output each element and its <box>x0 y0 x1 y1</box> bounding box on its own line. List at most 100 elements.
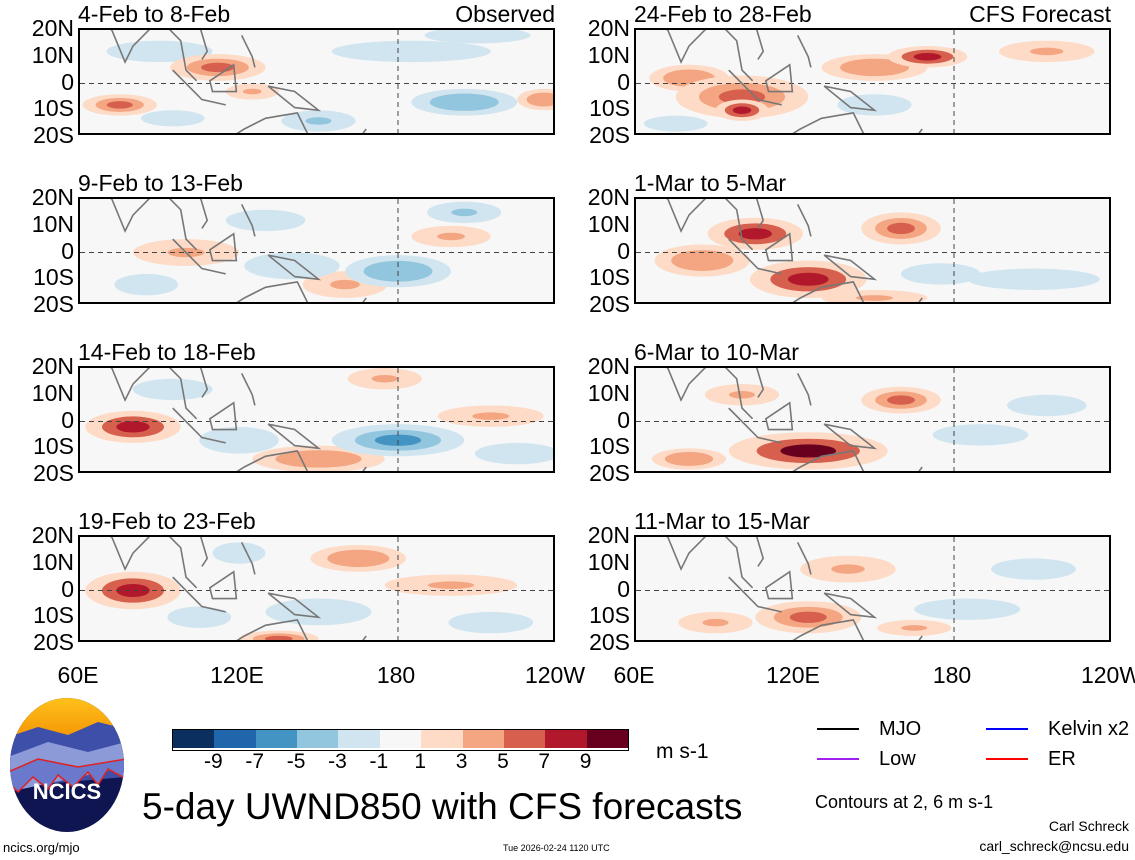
lat-label: 20N <box>31 353 74 379</box>
anomaly-blob <box>140 47 179 56</box>
legend-label: ER <box>1048 748 1076 770</box>
lat-label: 10S <box>589 264 630 291</box>
lat-label: 0 <box>617 68 630 95</box>
anomaly-blob <box>472 412 510 420</box>
anomaly-blob <box>371 374 398 383</box>
lat-label: 10S <box>589 602 630 629</box>
lat-label: 0 <box>617 575 630 602</box>
anomaly-blob <box>295 454 342 464</box>
colorbar-label: 1 <box>414 750 427 773</box>
panel-tag: Observed <box>455 1 555 27</box>
anomaly-blob <box>502 449 533 458</box>
anomaly-blob <box>861 101 888 109</box>
anomaly-blob <box>787 272 829 286</box>
coastline <box>666 30 923 133</box>
lat-label: 10N <box>587 379 630 406</box>
lat-label: 10S <box>33 602 74 629</box>
anomaly-blob <box>855 62 894 73</box>
lat-label: 10S <box>33 264 74 291</box>
coastline <box>110 537 367 640</box>
anomaly-blob <box>158 385 187 394</box>
legend-label: Low <box>879 748 916 770</box>
anomaly-map <box>634 197 1111 304</box>
colorbar-label: 9 <box>579 750 592 773</box>
lat-label: 20N <box>587 353 630 379</box>
lat-label: 10N <box>587 548 630 575</box>
anomaly-blob <box>738 228 772 240</box>
lat-label: 10N <box>587 41 630 68</box>
colorbar-swatch <box>173 730 216 748</box>
anomaly-blob <box>1030 47 1064 56</box>
timestamp: Tue 2026-02-24 1120 UTC <box>503 843 610 853</box>
legend-label: MJO <box>879 718 922 740</box>
panel-title: 14-Feb to 18-Feb <box>78 339 256 365</box>
lat-label: 20S <box>33 291 74 317</box>
author-email[interactable]: carl_schreck@ncsu.edu <box>979 838 1129 854</box>
colorbar-swatch <box>503 730 547 748</box>
anomaly-blob <box>242 88 262 95</box>
colorbar-swatch <box>255 730 299 748</box>
anomaly-map <box>78 535 555 642</box>
lon-label: 60E <box>57 662 99 688</box>
panel-title: 1-Mar to 5-Mar <box>634 170 787 196</box>
legend-line <box>986 728 1028 730</box>
anomaly-blob <box>135 280 158 289</box>
source-url[interactable]: ncics.org/mjo <box>3 840 80 855</box>
anomaly-blob <box>887 222 915 235</box>
lat-label: 20N <box>31 184 74 210</box>
anomaly-blob <box>675 73 703 83</box>
anomaly-blob <box>1032 401 1061 410</box>
lat-label: 10N <box>31 41 74 68</box>
lon-label: 120E <box>210 662 264 688</box>
anomaly-blob <box>229 549 249 557</box>
anomaly-blob <box>116 421 150 433</box>
lat-label: 20S <box>589 460 630 486</box>
colorbar-label: -7 <box>245 750 265 773</box>
anomaly-blob <box>475 618 506 627</box>
anomaly-blob <box>855 295 894 301</box>
panel-title: 4-Feb to 8-Feb <box>78 1 231 27</box>
colorbar-swatch <box>297 730 340 748</box>
panel-title: 24-Feb to 28-Feb <box>634 1 812 27</box>
anomaly-blob <box>427 581 475 589</box>
anomaly-map <box>78 28 555 135</box>
anomaly-blob <box>729 391 755 399</box>
lon-label: 120W <box>524 662 586 688</box>
anomaly-blob <box>188 613 211 621</box>
coastline <box>110 199 367 302</box>
lat-label: 20S <box>589 629 630 655</box>
lat-label: 20S <box>589 291 630 317</box>
colorbar-label: 7 <box>538 750 551 773</box>
anomaly-blob <box>789 611 827 623</box>
coastline <box>110 30 367 133</box>
colorbar-label: 3 <box>455 750 468 773</box>
lat-label: 0 <box>61 406 74 433</box>
anomaly-blob <box>106 101 133 109</box>
anomaly-map <box>634 28 1111 135</box>
lat-label: 0 <box>617 406 630 433</box>
lat-label: 0 <box>61 237 74 264</box>
anomaly-blob <box>225 435 253 445</box>
lat-label: 20N <box>587 522 630 548</box>
lat-label: 10S <box>33 95 74 122</box>
anomaly-map <box>78 197 555 304</box>
anomaly-blob <box>534 95 553 104</box>
legend-line <box>986 758 1028 760</box>
lat-label: 20N <box>31 522 74 548</box>
anomaly-blob <box>1010 275 1057 283</box>
lat-label: 10N <box>31 210 74 237</box>
colorbar-swatch <box>421 730 464 748</box>
colorbar-swatch <box>379 730 423 748</box>
anomaly-blob <box>1018 565 1049 573</box>
lat-label: 10N <box>31 548 74 575</box>
colorbar-swatch <box>214 730 257 748</box>
coastline <box>110 368 367 471</box>
anomaly-blob <box>702 618 729 627</box>
colorbar-swatch <box>338 730 381 748</box>
lat-label: 20S <box>33 629 74 655</box>
lat-label: 20S <box>33 460 74 486</box>
anomaly-blob <box>264 635 293 640</box>
anomaly-map <box>78 366 555 473</box>
coastline <box>666 368 923 471</box>
lon-label: 180 <box>932 662 972 688</box>
